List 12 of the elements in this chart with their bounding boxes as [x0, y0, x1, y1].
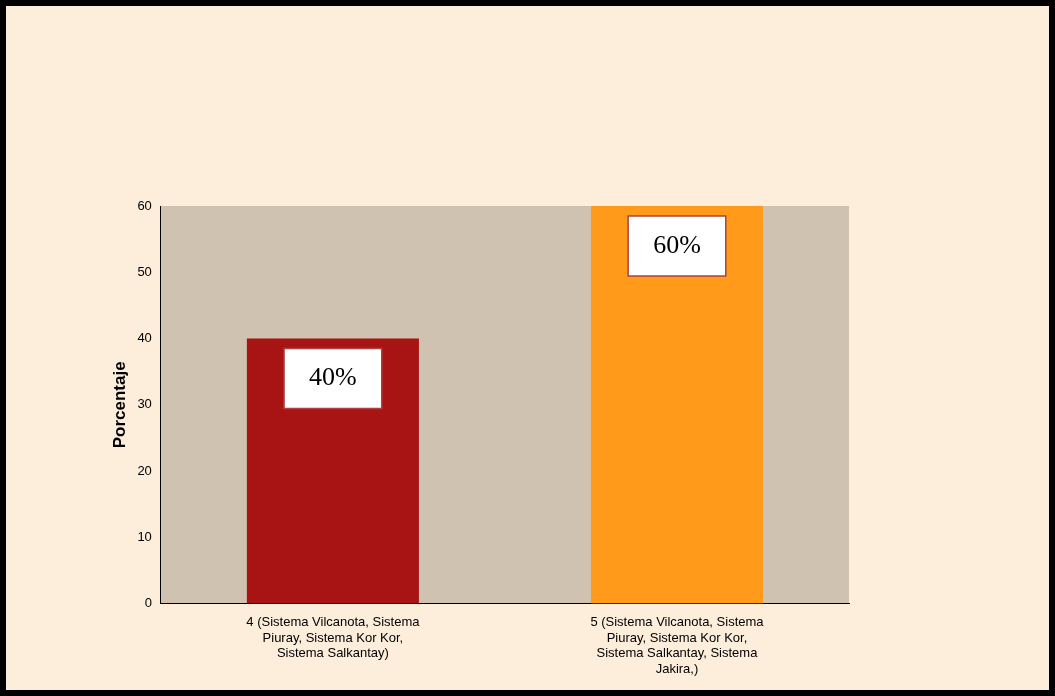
- data-label: 60%: [653, 229, 701, 259]
- data-label: 40%: [309, 362, 357, 392]
- y-tick-label: 30: [137, 396, 152, 412]
- y-tick-label: 0: [144, 595, 152, 611]
- y-axis-title: Porcentaje: [109, 361, 129, 449]
- y-tick-label: 60: [137, 197, 152, 213]
- x-tick-label: 4 (Sistema Vilcanota, Sistema Piuray, Sistema Kor Kor, Sistema Salkantay): [246, 613, 421, 661]
- y-tick-label: 40: [137, 330, 152, 346]
- y-tick-label: 10: [137, 528, 152, 544]
- y-tick-label: 50: [137, 263, 152, 279]
- y-tick-label: 20: [137, 462, 152, 478]
- x-tick-label: 5 (Sistema Vilcanota, Sistema Piuray, Sistema Kor Kor, Sistema Salkantay, Sistema Jakira,): [590, 613, 765, 676]
